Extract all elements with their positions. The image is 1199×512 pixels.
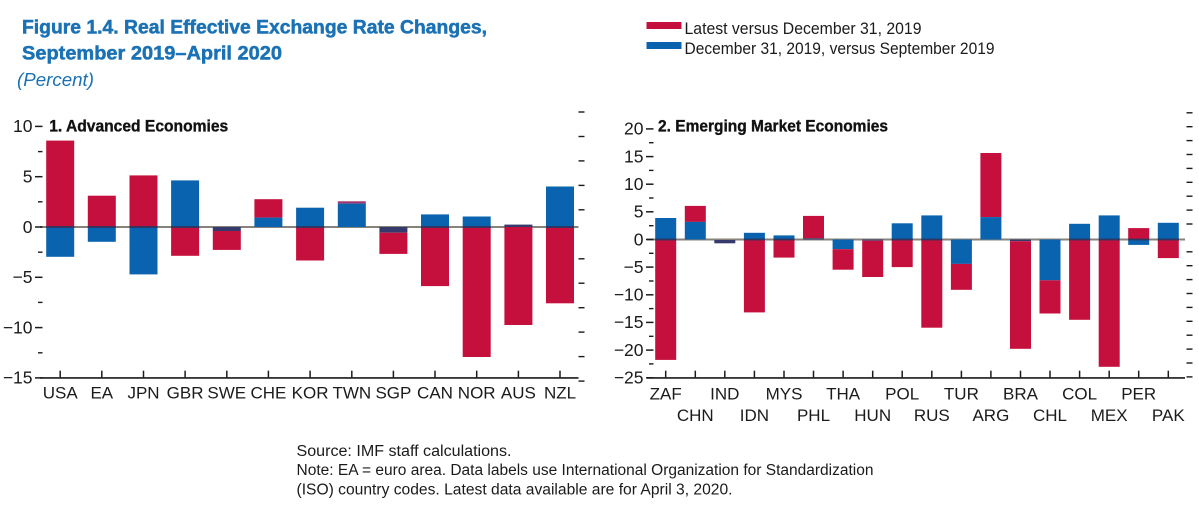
svg-text:Source: IMF staff calculations: Source: IMF staff calculations.	[297, 443, 512, 460]
svg-text:PAK: PAK	[1152, 406, 1185, 425]
svg-text:BRA: BRA	[1003, 385, 1039, 404]
svg-text:IND: IND	[710, 385, 739, 404]
svg-text:0: 0	[23, 217, 33, 237]
svg-text:10: 10	[13, 116, 33, 136]
svg-text:USA: USA	[43, 384, 79, 403]
svg-text:CHL: CHL	[1033, 406, 1067, 425]
svg-text:MEX: MEX	[1091, 406, 1128, 425]
svg-text:CHN: CHN	[677, 406, 714, 425]
svg-text:Note: EA = euro area. Data lab: Note: EA = euro area. Data labels use In…	[297, 462, 874, 479]
svg-text:CAN: CAN	[417, 384, 453, 403]
svg-text:SGP: SGP	[375, 384, 411, 403]
svg-text:PER: PER	[1121, 385, 1156, 404]
svg-text:AUS: AUS	[501, 384, 536, 403]
svg-text:POL: POL	[885, 385, 919, 404]
svg-text:RUS: RUS	[914, 406, 950, 425]
svg-text:−5: −5	[13, 267, 33, 287]
svg-text:HUN: HUN	[854, 406, 891, 425]
svg-text:−25: −25	[614, 368, 644, 388]
svg-text:CHE: CHE	[250, 384, 286, 403]
svg-text:September 2019–April 2020: September 2019–April 2020	[22, 43, 282, 65]
svg-text:5: 5	[634, 202, 644, 222]
svg-text:−15: −15	[3, 368, 33, 388]
svg-text:ZAF: ZAF	[650, 385, 682, 404]
svg-text:20: 20	[624, 119, 644, 139]
svg-text:SWE: SWE	[207, 384, 246, 403]
svg-text:NOR: NOR	[458, 384, 496, 403]
svg-text:15: 15	[624, 146, 643, 166]
svg-text:−5: −5	[624, 257, 644, 277]
svg-text:−10: −10	[614, 285, 644, 305]
svg-text:0: 0	[634, 229, 644, 249]
svg-text:Figure 1.4. Real Effective Exc: Figure 1.4. Real Effective Exchange Rate…	[22, 17, 487, 39]
svg-text:2. Emerging Market Economies: 2. Emerging Market Economies	[658, 118, 888, 136]
svg-text:5: 5	[23, 167, 33, 187]
svg-text:1. Advanced Economies: 1. Advanced Economies	[49, 118, 228, 136]
svg-text:PHL: PHL	[797, 406, 830, 425]
svg-text:Latest versus December 31, 201: Latest versus December 31, 2019	[685, 20, 922, 38]
svg-text:(Percent): (Percent)	[17, 70, 94, 90]
svg-text:KOR: KOR	[292, 384, 329, 403]
svg-text:EA: EA	[90, 384, 113, 403]
svg-text:−20: −20	[614, 340, 644, 360]
svg-text:−10: −10	[3, 317, 33, 337]
svg-text:JPN: JPN	[127, 384, 159, 403]
svg-text:MYS: MYS	[766, 385, 803, 404]
svg-text:COL: COL	[1062, 385, 1097, 404]
svg-text:NZL: NZL	[544, 384, 576, 403]
svg-text:GBR: GBR	[167, 384, 204, 403]
svg-text:TUR: TUR	[944, 385, 979, 404]
svg-text:IDN: IDN	[740, 406, 769, 425]
svg-text:ARG: ARG	[972, 406, 1009, 425]
svg-text:−15: −15	[614, 312, 644, 332]
svg-text:December 31, 2019, versus Sept: December 31, 2019, versus September 2019	[685, 40, 995, 58]
svg-text:(ISO) country codes. Latest da: (ISO) country codes. Latest data availab…	[297, 482, 733, 499]
svg-text:10: 10	[624, 174, 644, 194]
svg-text:TWN: TWN	[332, 384, 371, 403]
svg-text:THA: THA	[826, 385, 861, 404]
